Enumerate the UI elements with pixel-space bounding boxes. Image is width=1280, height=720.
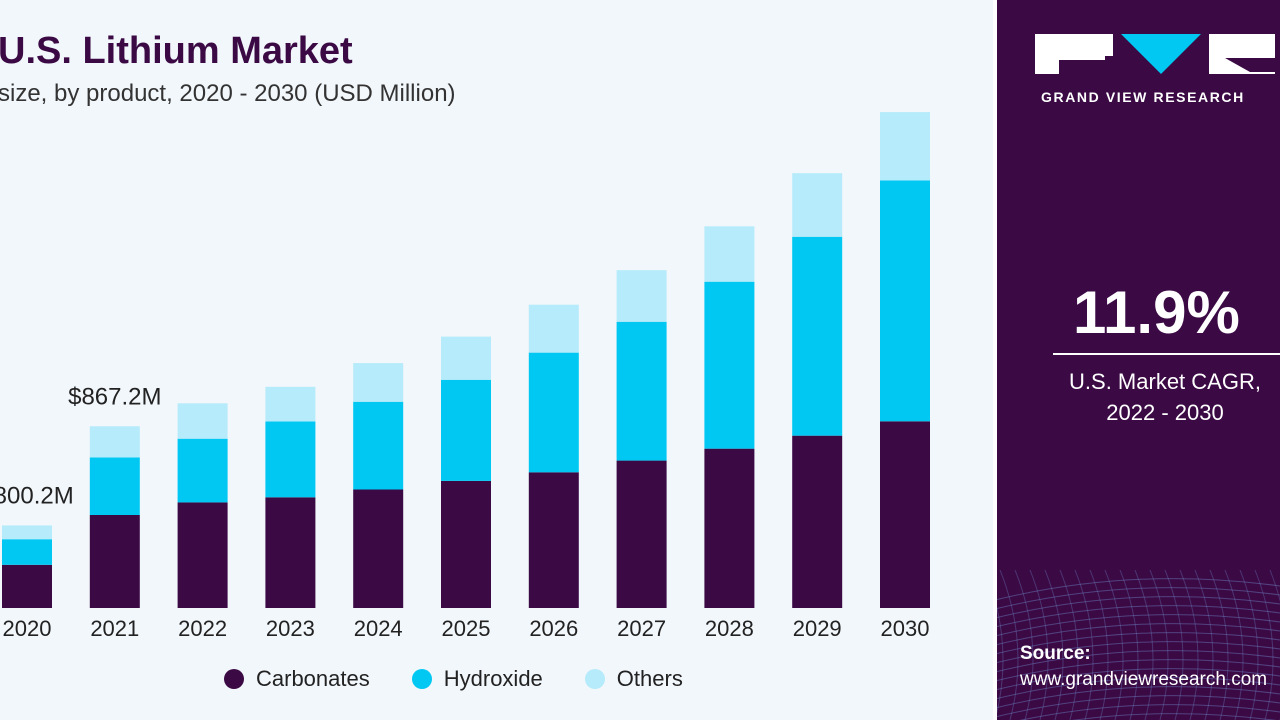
bar-hydroxide-2023	[265, 421, 316, 498]
x-tick-label-2023: 2023	[266, 616, 315, 641]
bar-hydroxide-2030	[880, 180, 930, 422]
bar-carbonates-2023	[265, 497, 316, 608]
cagr-label: U.S. Market CAGR, 2022 - 2030	[1055, 366, 1275, 428]
x-tick-label-2024: 2024	[354, 616, 403, 641]
legend-swatch-carbonates	[224, 669, 244, 689]
x-tick-label-2020: 2020	[3, 616, 52, 641]
bar-others-2025	[441, 336, 491, 380]
bar-hydroxide-2024	[353, 401, 404, 490]
bar-carbonates-2025	[441, 480, 491, 608]
bar-others-2021	[89, 426, 140, 458]
x-tick-label-2029: 2029	[793, 616, 842, 641]
bar-hydroxide-2020	[2, 539, 52, 565]
x-tick-label-2030: 2030	[881, 616, 930, 641]
source-url: www.grandviewresearch.com	[1020, 669, 1268, 690]
x-tick-label-2021: 2021	[90, 616, 139, 641]
data-label-2021: $867.2M	[68, 383, 161, 410]
chart-subtitle: size, by product, 2020 - 2030 (USD Milli…	[0, 80, 456, 107]
bar-others-2028	[704, 226, 755, 282]
bar-others-2026	[528, 304, 579, 353]
bar-hydroxide-2028	[704, 281, 755, 449]
bar-others-2022	[177, 403, 228, 439]
decorative-mesh	[995, 570, 1280, 720]
bar-carbonates-2021	[89, 514, 140, 608]
bar-others-2030	[880, 112, 930, 181]
bar-carbonates-2022	[177, 502, 228, 608]
bar-hydroxide-2022	[177, 438, 228, 503]
bar-chart: 2020 2021 2022 2023 2024 2025 2026 2027 2028 2029…	[0, 112, 930, 641]
legend-swatch-hydroxide	[411, 669, 432, 689]
brand-name: GRAND VIEW RESEARCH	[1041, 89, 1245, 105]
legend-item-carbonates: Carbonates	[224, 666, 370, 692]
bar-hydroxide-2029	[792, 236, 843, 436]
bar-others-2020	[2, 525, 52, 540]
bar-carbonates-2026	[528, 472, 579, 608]
chart-title: U.S. Lithium Market	[0, 30, 353, 72]
grand-view-research-logo	[1035, 34, 1275, 74]
cagr-divider	[1053, 353, 1280, 355]
bar-hydroxide-2026	[528, 352, 579, 473]
legend: Carbonates Hydroxide Others	[224, 666, 725, 692]
bar-hydroxide-2025	[441, 379, 491, 481]
source-label: Source:	[1020, 643, 1091, 664]
data-label-2020: $800.2M	[0, 482, 74, 509]
bar-others-2027	[616, 270, 667, 322]
legend-item-others: Others	[584, 666, 683, 692]
legend-label-hydroxide: Hydroxide	[443, 666, 543, 691]
bar-carbonates-2028	[704, 448, 755, 608]
chart-area: U.S. Lithium Market size, by product, 20…	[0, 30, 930, 692]
bar-carbonates-2029	[792, 435, 843, 608]
legend-item-hydroxide: Hydroxide	[411, 666, 543, 692]
legend-swatch-others	[584, 669, 605, 689]
x-tick-label-2027: 2027	[617, 616, 666, 641]
bar-carbonates-2030	[880, 421, 930, 608]
bar-others-2029	[792, 173, 843, 237]
bar-hydroxide-2027	[616, 321, 667, 461]
x-tick-label-2022: 2022	[178, 616, 227, 641]
bar-carbonates-2027	[616, 460, 667, 608]
cagr-value: 11.9%	[1073, 279, 1240, 346]
legend-label-others: Others	[616, 666, 683, 691]
bar-carbonates-2020	[2, 564, 52, 608]
bar-others-2023	[265, 386, 316, 422]
x-tick-label-2028: 2028	[705, 616, 754, 641]
x-tick-label-2026: 2026	[529, 616, 578, 641]
cagr-label-line2: 2022 - 2030	[1106, 400, 1224, 425]
cagr-label-line1: U.S. Market CAGR,	[1069, 369, 1261, 394]
bar-hydroxide-2021	[89, 457, 140, 515]
bar-carbonates-2024	[353, 489, 404, 608]
panel-divider	[993, 0, 997, 720]
side-panel: GRAND VIEW RESEARCH 11.9% U.S. Market CA…	[995, 0, 1280, 720]
bar-others-2024	[353, 363, 404, 402]
x-tick-label-2025: 2025	[442, 616, 491, 641]
legend-label-carbonates: Carbonates	[256, 666, 370, 691]
